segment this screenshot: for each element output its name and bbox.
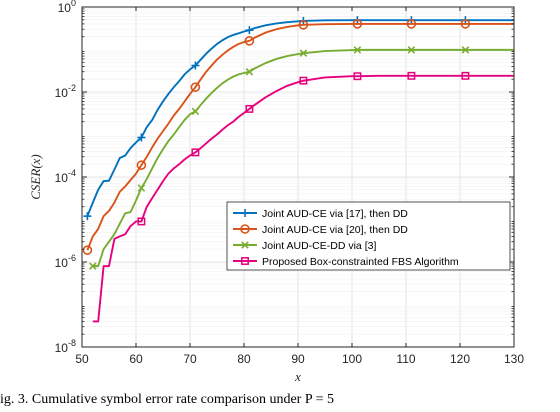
tick-layer: 50 60 70 80 90 100 110 120 13010-810-610-410-210… bbox=[55, 0, 525, 366]
data-point bbox=[82, 245, 93, 255]
legend-item: Joint AUD-CE via [17], then DD bbox=[233, 208, 408, 220]
y-tick-label: 10-8 bbox=[55, 338, 76, 355]
legend-box bbox=[226, 201, 511, 271]
x-tick-label: 50 bbox=[75, 352, 89, 366]
data-point bbox=[461, 71, 470, 80]
data-point bbox=[190, 82, 201, 92]
data-point bbox=[245, 67, 254, 76]
series-line bbox=[92, 74, 514, 323]
data-point bbox=[89, 262, 97, 270]
y-tick-label: 10-2 bbox=[55, 83, 76, 100]
data-point bbox=[352, 19, 363, 29]
data-point bbox=[136, 160, 147, 170]
y-tick-exponent: 0 bbox=[71, 0, 76, 8]
y-tick-base: 10 bbox=[55, 86, 69, 100]
x-tick-label: 100 bbox=[342, 352, 362, 366]
data-point bbox=[460, 19, 471, 29]
legend-item: Joint AUD-CE via [20], then DD bbox=[233, 224, 408, 236]
data-point bbox=[137, 184, 146, 192]
y-tick-exponent: -6 bbox=[68, 253, 76, 263]
data-point bbox=[137, 217, 146, 226]
x-tick-label: 110 bbox=[396, 352, 415, 366]
data-point bbox=[461, 46, 470, 54]
legend-item: Proposed Box-constrainted FBS Algorithm bbox=[233, 256, 459, 268]
y-tick-base: 10 bbox=[55, 341, 69, 355]
data-point bbox=[299, 76, 308, 85]
legend-item: Joint AUD-CE-DD via [3] bbox=[233, 240, 376, 252]
x-tick-label: 120 bbox=[450, 352, 470, 366]
legend-marker bbox=[241, 241, 249, 249]
legend-label: Joint AUD-CE via [20], then DD bbox=[262, 224, 408, 236]
data-point bbox=[191, 148, 200, 157]
data-point bbox=[244, 36, 255, 46]
x-tick-label: 80 bbox=[237, 352, 251, 366]
series-layer bbox=[82, 16, 514, 323]
series-3 bbox=[89, 46, 514, 270]
y-tick-base: 10 bbox=[55, 171, 69, 185]
data-point bbox=[245, 104, 254, 113]
y-tick-label: 10-4 bbox=[55, 168, 76, 185]
figure-caption: ig. 3. Cumulative symbol error rate comp… bbox=[0, 392, 334, 407]
series-4 bbox=[92, 71, 514, 323]
y-tick-base: 10 bbox=[58, 1, 72, 15]
x-axis-label: x bbox=[294, 369, 301, 384]
legend: Joint AUD-CE via [17], then DD Joint AUD-… bbox=[226, 201, 511, 271]
legend-marker bbox=[241, 257, 249, 265]
y-tick-exponent: -2 bbox=[68, 83, 76, 93]
x-tick-label: 60 bbox=[129, 352, 143, 366]
legend-marker bbox=[240, 224, 250, 234]
x-tick-label: 130 bbox=[504, 352, 524, 366]
y-tick-label: 10-6 bbox=[55, 253, 76, 270]
legend-label: Joint AUD-CE via [17], then DD bbox=[262, 208, 408, 220]
series-line bbox=[92, 48, 514, 268]
legend-label: Proposed Box-constrainted FBS Algorithm bbox=[262, 256, 459, 268]
legend-label: Joint AUD-CE-DD via [3] bbox=[262, 240, 376, 252]
data-point bbox=[407, 71, 416, 80]
series-2 bbox=[82, 19, 514, 255]
data-point bbox=[353, 46, 362, 54]
y-tick-exponent: -8 bbox=[68, 338, 76, 348]
data-point bbox=[299, 49, 308, 57]
data-point bbox=[298, 20, 309, 30]
x-tick-label: 90 bbox=[291, 352, 305, 366]
data-point bbox=[353, 72, 362, 81]
y-tick-exponent: -4 bbox=[68, 168, 76, 178]
data-point bbox=[406, 19, 417, 29]
data-point bbox=[191, 107, 200, 116]
chart-svg: 50 60 70 80 90 100 110 120 13010-810-610-410-210… bbox=[28, 0, 525, 384]
y-axis-label: CSER(x) bbox=[28, 154, 43, 199]
x-tick-label: 70 bbox=[183, 352, 197, 366]
y-tick-base: 10 bbox=[55, 256, 69, 270]
y-tick-label: 100 bbox=[58, 0, 76, 15]
data-point bbox=[407, 46, 416, 54]
